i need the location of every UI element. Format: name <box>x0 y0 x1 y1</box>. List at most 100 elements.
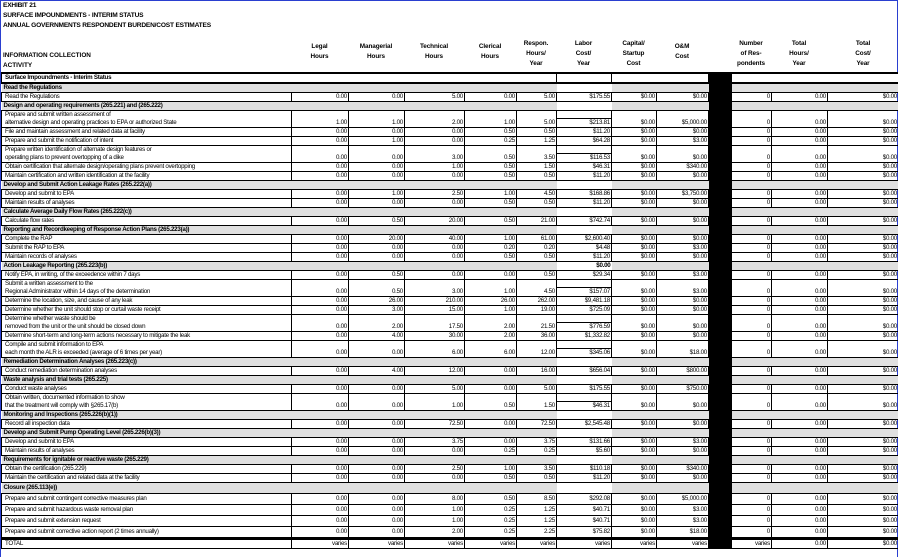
respondents-cell: 0 <box>731 384 772 394</box>
section-filler <box>731 375 898 385</box>
column-divider <box>708 145 732 163</box>
technical-hours-cell: 1.00 <box>404 504 465 516</box>
respondent-hours-cell: varies <box>516 537 557 549</box>
table-row: Conduct remediation determination analys… <box>1 366 898 376</box>
column-header-line: Capital/ <box>622 40 645 47</box>
om-cost-cell: $5,000.00 <box>656 110 709 128</box>
section-labor-cell <box>556 357 612 367</box>
total-cost-cell: $0.00 <box>827 537 898 549</box>
respondent-hours-cell: 36.00 <box>516 331 557 341</box>
total-hours-cell: 0.00 <box>771 526 828 539</box>
respondent-hours-cell: 0.25 <box>516 446 557 456</box>
respondents-cell: 0 <box>731 279 772 297</box>
capital-cost-cell: $0.00 <box>611 296 657 306</box>
technical-hours-cell: 0.00 <box>404 127 465 137</box>
capital-cost-cell: $0.00 <box>611 446 657 456</box>
managerial-hours-cell: 0.50 <box>348 216 405 226</box>
clerical-hours-cell: 0.50 <box>464 216 517 226</box>
activity-text: Record all inspection data <box>5 420 70 428</box>
capital-cost-cell: $0.00 <box>611 437 657 447</box>
technical-hours-cell: 5.00 <box>404 92 465 102</box>
total-hours-cell: 0.00 <box>771 504 828 516</box>
column-header: Total Cost/Year <box>827 39 898 72</box>
section-filler <box>611 375 709 385</box>
activity-text: Compile and submit information to EPA <box>5 341 104 349</box>
technical-hours-cell: 8.00 <box>404 493 465 505</box>
legal-hours-cell: 0.00 <box>291 340 349 358</box>
total-cost-cell: $0.00 <box>827 446 898 456</box>
section-labor-cell <box>556 482 612 494</box>
legal-hours-cell: 0.00 <box>291 437 349 447</box>
column-header-line: Labor <box>574 40 593 47</box>
capital-cost-cell: $0.00 <box>611 270 657 280</box>
column-divider <box>708 314 732 332</box>
activity-cell: Prepare and submit hazardous waste remov… <box>1 504 292 516</box>
total-cost-cell: $0.00 <box>827 198 898 208</box>
managerial-hours-cell: 0.00 <box>348 127 405 137</box>
managerial-hours-cell: 0.00 <box>348 515 405 527</box>
legal-hours-cell: 0.00 <box>291 279 349 297</box>
total-hours-cell: 0.00 <box>771 270 828 280</box>
table-row: Maintain certification and written ident… <box>1 171 898 181</box>
section-filler <box>611 428 709 438</box>
om-cost-cell: $0.00 <box>656 393 709 411</box>
respondents-cell: 0 <box>731 419 772 429</box>
section-label: Develop and Submit Pump Operating Level … <box>1 428 557 438</box>
capital-cost-cell: $0.00 <box>611 305 657 315</box>
managerial-hours-cell: 2.00 <box>348 314 405 332</box>
labor-cost-cell: $4.48 <box>556 243 612 253</box>
technical-hours-cell: 0.00 <box>404 136 465 146</box>
managerial-hours-cell: 0.00 <box>348 162 405 172</box>
column-divider <box>708 366 732 376</box>
column-divider <box>708 72 732 84</box>
section-filler <box>731 482 898 494</box>
capital-cost-cell: $0.00 <box>611 340 657 358</box>
column-divider <box>708 393 732 411</box>
respondent-hours-cell: 0.50 <box>516 127 557 137</box>
om-cost-cell: $0.00 <box>656 216 709 226</box>
om-cost-cell: $800.00 <box>656 366 709 376</box>
section-labor-cell: $0.00 <box>556 261 612 271</box>
total-hours-cell: 0.00 <box>771 340 828 358</box>
column-header-line: Managerial <box>359 43 393 50</box>
section-label: Requirements for ignitable or reactive w… <box>1 455 557 465</box>
activity-cell: Notify EPA, in writing, of the exceedenc… <box>1 270 292 280</box>
technical-hours-cell: 30.00 <box>404 331 465 341</box>
respondent-hours-cell: 3.50 <box>516 464 557 474</box>
activity-cell: Complete the RAP <box>1 234 292 244</box>
technical-hours-cell: 0.00 <box>404 473 465 483</box>
legal-hours-cell: 0.00 <box>291 189 349 199</box>
total-cost-cell: $0.00 <box>827 252 898 262</box>
activity-text: Maintain certification and written ident… <box>5 172 150 180</box>
capital-cost-cell: varies <box>611 537 657 549</box>
column-header-line: Respon. <box>523 40 549 47</box>
capital-cost-cell: $0.00 <box>611 162 657 172</box>
activity-cell: Record all inspection data <box>1 419 292 429</box>
respondent-hours-cell: 0.50 <box>516 473 557 483</box>
respondents-cell: 0 <box>731 270 772 280</box>
section-labor-cell <box>556 72 612 84</box>
om-cost-cell: $750.00 <box>656 384 709 394</box>
burden-cost-table: Surface Impoundments - Interim Status Rea… <box>1 72 898 549</box>
om-cost-cell: $3.00 <box>656 136 709 146</box>
activity-cell: Determine the location, size, and cause … <box>1 296 292 306</box>
managerial-hours-cell: 0.00 <box>348 243 405 253</box>
legal-hours-cell: 0.00 <box>291 127 349 137</box>
om-cost-cell: $3,750.00 <box>656 189 709 199</box>
labor-cost-cell: $213.81 <box>556 110 612 128</box>
total-cost-cell: $0.00 <box>827 366 898 376</box>
exhibit-number: EXHIBIT 21 <box>3 2 37 9</box>
section-labor-cell <box>556 225 612 235</box>
respondent-hours-cell: 3.50 <box>516 145 557 163</box>
om-cost-cell: $3.00 <box>656 270 709 280</box>
managerial-hours-cell: 0.00 <box>348 171 405 181</box>
managerial-hours-cell: 3.00 <box>348 305 405 315</box>
section-header-row: Remediation Determination Analyses (265.… <box>1 357 898 367</box>
activity-cell: Submit the RAP to EPA <box>1 243 292 253</box>
total-cost-cell: $0.00 <box>827 162 898 172</box>
capital-cost-cell: $0.00 <box>611 493 657 505</box>
clerical-hours-cell: 0.50 <box>464 252 517 262</box>
om-cost-cell: $0.00 <box>656 331 709 341</box>
activity-text: Determine short-term and long-term actio… <box>5 332 190 340</box>
labor-cost-cell: $46.31 <box>556 162 612 172</box>
